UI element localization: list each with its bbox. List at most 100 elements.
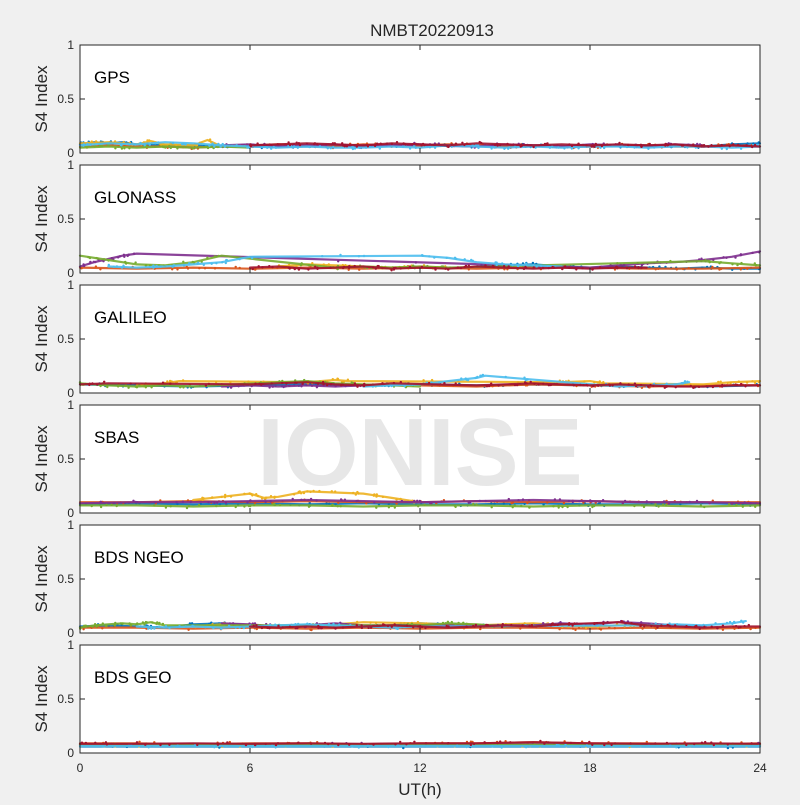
data-point [161, 381, 165, 384]
data-point [135, 501, 139, 504]
data-point [754, 264, 758, 267]
data-point [400, 499, 404, 503]
data-point [665, 385, 668, 388]
data-point [726, 381, 729, 385]
data-point [100, 144, 104, 148]
data-point [479, 627, 482, 631]
data-point [320, 627, 323, 630]
data-point [216, 145, 220, 149]
data-point [640, 266, 643, 269]
data-point [567, 499, 571, 503]
data-point [351, 745, 354, 748]
data-point [462, 621, 465, 624]
series-line [192, 490, 422, 504]
data-point [697, 385, 701, 389]
data-point [746, 267, 749, 270]
data-point [116, 256, 120, 259]
data-point [740, 619, 743, 622]
data-point [601, 499, 605, 502]
data-point [616, 262, 619, 265]
data-point [166, 380, 169, 383]
data-point [175, 380, 179, 384]
data-point [682, 267, 685, 271]
y-tick-label: 0 [67, 266, 74, 280]
data-point [678, 623, 681, 626]
data-point [208, 138, 212, 141]
data-point [307, 268, 310, 271]
data-point [358, 268, 361, 271]
data-point [184, 143, 187, 146]
data-point [115, 504, 118, 508]
data-point [640, 504, 644, 507]
data-point [476, 144, 480, 147]
data-point [683, 380, 687, 383]
data-point [728, 145, 731, 148]
data-point [603, 743, 606, 747]
data-point [541, 266, 545, 270]
data-point [182, 260, 185, 263]
data-point [169, 505, 172, 508]
data-point [490, 147, 493, 150]
data-point [375, 506, 378, 509]
data-point [300, 262, 303, 265]
data-point [736, 143, 740, 146]
data-point [590, 500, 593, 503]
panel-label: GLONASS [94, 188, 176, 207]
panels: 0 0.5 1 GPS S4 Index 0 0.5 1 GLONASS S4 Index 0 0.5… [32, 38, 767, 775]
data-point [492, 265, 495, 268]
data-point [596, 624, 599, 627]
data-point [665, 741, 669, 745]
data-point [318, 489, 321, 493]
data-point [608, 383, 611, 386]
data-point [517, 499, 520, 502]
data-point [574, 628, 577, 632]
data-point [625, 267, 629, 270]
data-point [490, 506, 493, 509]
data-point [511, 501, 515, 504]
y-tick-label: 0 [67, 386, 74, 400]
data-point [375, 495, 378, 498]
data-point [251, 267, 254, 271]
plot-area [80, 645, 760, 753]
data-point [211, 496, 214, 499]
data-point [569, 741, 573, 745]
data-point [216, 501, 219, 504]
data-point [238, 626, 241, 629]
data-point [500, 625, 504, 629]
data-point [314, 265, 317, 268]
data-point [188, 262, 191, 265]
data-point [255, 624, 258, 627]
data-point [106, 385, 109, 389]
data-point [307, 264, 310, 267]
data-point [110, 257, 114, 260]
data-point [187, 504, 191, 508]
data-point [721, 628, 725, 631]
data-point [345, 145, 349, 148]
data-point [159, 499, 162, 502]
data-point [602, 622, 605, 626]
data-point [334, 490, 337, 493]
data-point [309, 490, 312, 494]
data-point [681, 144, 685, 147]
data-point [640, 621, 643, 624]
data-point [502, 502, 505, 505]
data-point [390, 142, 394, 146]
data-point [288, 384, 291, 387]
data-point [168, 626, 171, 630]
data-point [522, 267, 526, 271]
data-point [132, 143, 135, 146]
data-point [383, 623, 386, 627]
data-point [428, 255, 431, 258]
chart-title: NMBT20220913 [370, 21, 494, 40]
data-point [152, 264, 155, 267]
data-point [159, 265, 162, 268]
data-point [379, 142, 382, 145]
data-point [393, 506, 396, 509]
data-point [689, 384, 692, 388]
data-point [472, 624, 475, 628]
data-point [269, 495, 273, 498]
data-point [719, 261, 723, 264]
data-point [443, 382, 446, 385]
data-point [712, 743, 715, 747]
data-point [331, 503, 334, 506]
